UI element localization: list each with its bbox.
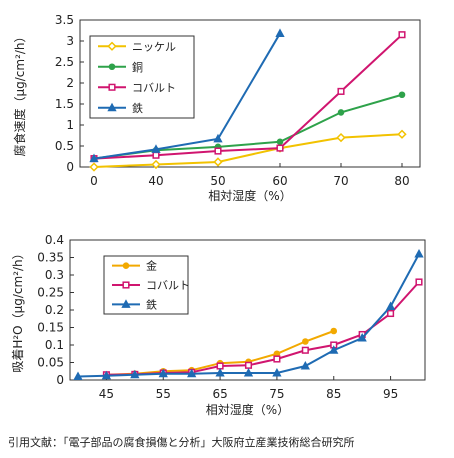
chart-1-data-point <box>214 147 222 155</box>
chart-2-data-point <box>329 345 339 354</box>
chart-2-y-tick-label: 0.4 <box>45 233 64 247</box>
chart-2-data-point <box>300 360 310 370</box>
chart-2-data-point <box>243 367 254 377</box>
chart-1-y-tick-label: 0 <box>66 160 74 174</box>
chart-1-x-tick-label: 40 <box>148 174 163 188</box>
chart-2-data-point <box>273 355 281 363</box>
chart-1-legend-marker <box>107 102 117 112</box>
chart-1-data-point <box>397 129 407 139</box>
chart-2-legend-label: 鉄 <box>146 297 157 311</box>
chart-1-y-axis-label: 腐食速度（μg/cm²/h） <box>12 30 27 156</box>
chart-1-data-point <box>337 109 345 116</box>
chart-2-x-tick-label: 85 <box>326 387 341 401</box>
chart-1-x-axis-label: 相対湿度（%） <box>208 188 291 203</box>
chart-2-data-point <box>101 370 112 380</box>
chart-1-data-point <box>151 159 161 170</box>
chart-1-x-tick-label: 50 <box>210 174 225 188</box>
chart-1-data-point <box>336 132 346 143</box>
chart-2-x-tick-label: 45 <box>99 387 114 401</box>
chart-2-data-point <box>357 332 367 342</box>
chart-1-data-point <box>275 28 285 37</box>
chart-1-data-point <box>213 133 223 143</box>
chart-2-y-tick-label: 0.15 <box>37 321 64 335</box>
chart-2-data-point <box>302 338 309 345</box>
chart-1-legend-marker <box>108 83 116 91</box>
chart-1-series-4 <box>89 28 285 163</box>
chart-1-data-point <box>89 162 99 172</box>
chart-2-y-tick-label: 0 <box>56 373 64 387</box>
chart-1-legend-marker <box>107 41 117 51</box>
chart-1-data-point <box>276 138 284 146</box>
chart-2-x-tick-label: 65 <box>212 387 227 401</box>
chart-1-plot-frame <box>79 19 421 168</box>
chart-1-legend-label: コバルト <box>132 81 176 94</box>
chart-1-x-tick-label: 0 <box>90 174 98 188</box>
chart-2-y-tick-label: 0.25 <box>37 286 64 300</box>
chart-1-x-tick-label: 70 <box>333 174 348 188</box>
chart-1-legend-marker <box>108 63 116 71</box>
chart-2-data-point <box>385 301 396 310</box>
chart-2-data-point <box>215 367 225 377</box>
citation-text: 引用文献：「電子部品の腐食損傷と分析」大阪府立産業技術総合研究所 <box>8 436 355 449</box>
chart-1-x-tick-label: 60 <box>272 174 287 188</box>
chart-1-legend-label: ニッケル <box>132 40 176 53</box>
chart-1-y-tick-label: 0.5 <box>55 139 74 153</box>
chart-1-y-tick-label: 3.5 <box>55 13 74 27</box>
chart-1-legend-label: 銅 <box>132 60 143 74</box>
chart-2-x-tick-label: 75 <box>269 387 284 401</box>
chart-1-y-tick-label: 2.5 <box>55 55 74 69</box>
chart-1-series-line <box>93 133 403 168</box>
chart-1: 0 0.5 1 1.5 2 2.5 3 3.5 0 40 50 60 70 80 相対湿度（%） 腐食速度（μ… <box>12 13 421 203</box>
chart-2-legend-marker <box>121 299 131 308</box>
chart-1-data-point <box>151 144 161 153</box>
chart-2-data-point <box>244 361 253 369</box>
chart-2-legend-label: コバルト <box>146 279 190 292</box>
chart-1-y-tick-label: 1.5 <box>55 97 74 111</box>
chart-2-data-point <box>73 371 83 380</box>
chart-2-data-point <box>414 248 424 258</box>
chart-2-y-tick-label: 0.3 <box>45 268 64 282</box>
chart-2-data-point <box>272 367 282 377</box>
chart-2-y-tick-label: 0.05 <box>37 356 64 370</box>
chart-1-data-point <box>398 91 406 99</box>
chart-1-data-point <box>89 153 99 163</box>
chart-1-series-line <box>93 32 281 160</box>
chart-1-series-1 <box>89 129 407 172</box>
chart-2: 0 0.05 0.1 0.15 0.2 0.25 0.3 0.35 0.4 45 55 65 75 85 9… <box>10 233 426 417</box>
chart-1-y-tick-label: 3 <box>66 34 74 48</box>
chart-2-y-tick-label: 0.1 <box>45 338 64 352</box>
chart-2-x-tick-label: 95 <box>383 387 398 401</box>
chart-2-data-point <box>301 346 309 354</box>
chart-2-data-point <box>158 368 168 378</box>
chart-2-y-tick-label: 0.2 <box>45 303 64 317</box>
chart-2-series-3 <box>73 248 424 380</box>
chart-2-x-axis-label: 相対湿度（%） <box>206 402 289 417</box>
chart-1-data-point <box>398 31 406 39</box>
chart-2-data-point <box>387 309 395 318</box>
chart-2-legend-marker <box>122 262 130 269</box>
chart-2-y-axis-label: 吸着H²O（μg/cm²/h） <box>10 247 25 372</box>
chart-2-data-point <box>415 278 423 286</box>
chart-2-data-point <box>187 368 197 378</box>
chart-2-legend-label: 金 <box>146 259 157 273</box>
chart-1-data-point <box>213 157 223 167</box>
chart-2-legend-marker <box>122 281 130 289</box>
chart-1-data-point <box>276 144 284 152</box>
chart-2-y-tick-label: 0.35 <box>37 251 64 265</box>
chart-1-legend-label: 鉄 <box>132 101 143 115</box>
chart-1-legend-box <box>89 35 195 119</box>
chart-2-x-tick-label: 55 <box>156 387 171 401</box>
chart-1-y-tick-label: 1 <box>66 118 74 132</box>
chart-1-data-point <box>152 151 160 159</box>
chart-1-data-point <box>337 87 345 95</box>
chart-2-data-point <box>330 327 338 335</box>
chart-1-y-tick-label: 2 <box>66 76 74 90</box>
chart-1-x-tick-label: 80 <box>394 174 409 188</box>
chart-2-data-point <box>130 369 140 379</box>
chart-1-series-line <box>93 33 403 160</box>
